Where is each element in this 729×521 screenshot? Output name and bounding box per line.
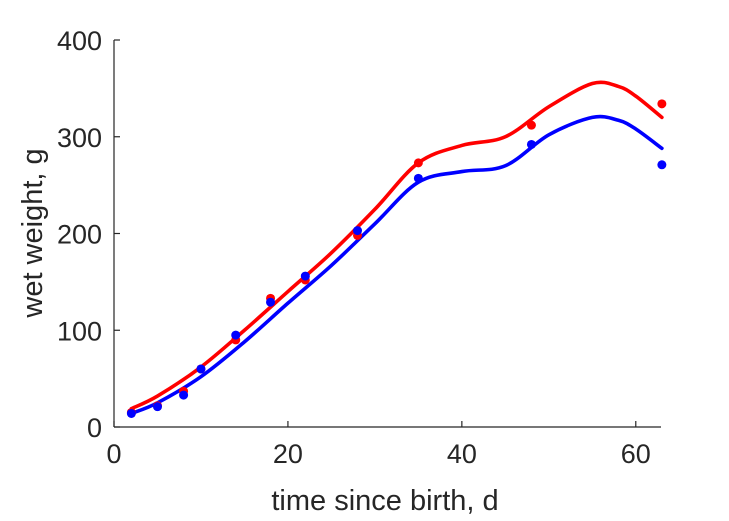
series-1-data-point — [196, 364, 206, 374]
series-1-data-point — [352, 226, 362, 236]
series-1-data-point — [413, 173, 423, 183]
series-0-data-point — [526, 120, 536, 130]
series-1-data-point — [231, 330, 241, 340]
series-0-data-point — [657, 99, 667, 109]
series-1-data-point — [300, 271, 310, 281]
y-tick-label: 300 — [57, 123, 102, 153]
series-0-data-point — [413, 158, 423, 168]
x-tick-label: 20 — [273, 439, 303, 469]
axes: 0 100 200 300 400 0 20 40 60 — [57, 26, 661, 469]
series-1-fit-line — [129, 114, 664, 416]
x-axis-label: time since birth, d — [271, 485, 498, 517]
x-tick-label: 40 — [447, 439, 477, 469]
y-tick-label: 200 — [57, 220, 102, 250]
series-1-data-point — [657, 160, 667, 170]
y-tick-label: 100 — [57, 316, 102, 346]
series-1-data-point — [266, 297, 276, 307]
x-tick-label: 0 — [106, 439, 121, 469]
series-0-fit-line — [129, 80, 664, 411]
y-tick-label: 400 — [57, 26, 102, 56]
series-1-data-point — [126, 408, 136, 418]
y-tick-label: 0 — [87, 413, 102, 443]
x-tick-label: 60 — [621, 439, 651, 469]
series-1-data-point — [526, 139, 536, 149]
series-1-data-point — [179, 390, 189, 400]
plot-marks — [126, 80, 667, 418]
series-1-data-point — [152, 402, 162, 412]
y-axis-label: wet weight, g — [17, 148, 49, 318]
